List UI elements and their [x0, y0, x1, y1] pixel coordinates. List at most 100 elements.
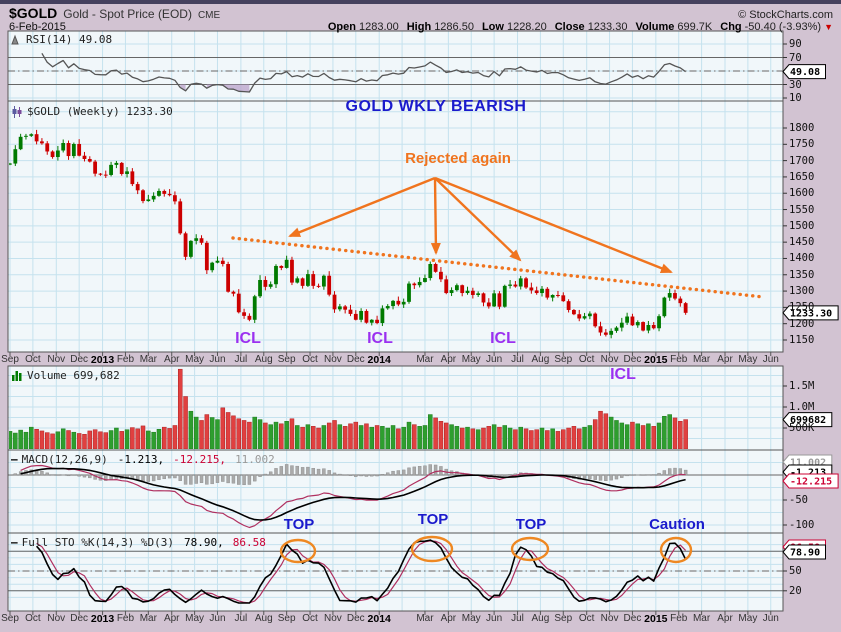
volume-panel-title: Volume 699,682: [11, 369, 120, 382]
month-label: Dec: [70, 354, 89, 365]
price-title-text: $GOLD (Weekly) 1233.30: [27, 105, 173, 118]
annotation-caution: Caution: [649, 516, 705, 533]
quote-label: Volume: [635, 21, 675, 33]
price-axis-label: 1750: [789, 138, 815, 151]
price-axis-label: 1650: [789, 170, 815, 183]
rsi-axis-label: 90: [789, 38, 802, 50]
rsi-plot: [41, 52, 686, 93]
symbol: $GOLD: [9, 5, 58, 21]
month-label: Dec: [70, 613, 89, 624]
month-label: Aug: [254, 354, 273, 365]
month-label: Oct: [25, 354, 41, 365]
month-label: Jul: [511, 354, 524, 365]
gridlines: [8, 101, 783, 352]
price-axis-label: 1800: [789, 122, 815, 134]
volume-axis-label: 1.5M: [789, 380, 815, 392]
quote-label: Chg: [720, 21, 742, 33]
month-label: Jul: [234, 354, 248, 365]
month-label: 2013: [90, 613, 115, 625]
volume-title-text: Volume 699,682: [27, 369, 120, 382]
rsi-axis-label: 70: [789, 51, 802, 64]
month-label: Feb: [116, 613, 135, 624]
quote-value: 1283.00: [358, 21, 399, 33]
month-label: Jun: [486, 613, 503, 624]
top-window-strip: [0, 0, 841, 4]
svg-text:-12.215: -12.215: [790, 477, 832, 488]
sto-k-value: 78.90,: [183, 536, 224, 549]
volume-axis-label: 500K: [789, 422, 815, 434]
volume-bars-icon: [11, 370, 23, 381]
price-axis-label: 1200: [789, 317, 815, 330]
macd-panel-title: — MACD(12,26,9) -1.213, -12.215, 11.002: [11, 453, 275, 466]
month-label: Mar: [692, 354, 711, 365]
downtrend-dotted-line: [231, 236, 765, 299]
month-label: Apr: [440, 354, 457, 365]
chart-date: 6-Feb-2015: [9, 21, 66, 33]
price-axis-label: 1700: [789, 154, 815, 167]
quote-value: 1228.20: [506, 21, 547, 33]
month-label: Jul: [511, 613, 524, 624]
month-label: Jun: [486, 354, 503, 365]
price-axis-label: 1500: [789, 219, 815, 232]
month-label: Dec: [623, 354, 642, 365]
annotation-gold-wkly-bearish: GOLD WKLY BEARISH: [345, 98, 527, 115]
month-label: Apr: [440, 613, 457, 624]
price-axis-label: 1550: [789, 203, 815, 216]
rsi-axis-label: 30: [789, 78, 802, 91]
quote-label: Close: [554, 21, 585, 33]
chart-header: $GOLD Gold - Spot Price (EOD) CME © Stoc…: [9, 5, 833, 33]
price-panel-title: $GOLD (Weekly) 1233.30: [11, 105, 173, 118]
month-label: Sep: [1, 354, 19, 365]
svg-text:78.90: 78.90: [790, 548, 820, 559]
rejection-arrow: [434, 176, 673, 274]
svg-text:699682: 699682: [790, 415, 826, 426]
quote-value: 1233.30: [587, 21, 628, 33]
quote-label: High: [406, 21, 432, 33]
month-label: 2015: [644, 613, 668, 625]
sto-peak-circle: [510, 536, 550, 562]
rejection-arrow: [288, 176, 436, 238]
quote-value: 699.7K: [677, 21, 713, 33]
month-label: Nov: [600, 613, 619, 624]
sto-axis-label: 20: [789, 584, 802, 597]
rsi-axis-label: 10: [789, 92, 802, 104]
value-boxes: 49.081233.3069968211.002-1.213-12.21586.…: [782, 64, 839, 560]
month-label: Feb: [116, 354, 135, 365]
volume-bars: [9, 368, 688, 449]
month-label: Sep: [554, 354, 573, 365]
quote-value: 1286.50: [434, 21, 474, 33]
annotation-icl-1: ICL: [235, 330, 261, 347]
month-label: Nov: [324, 354, 342, 365]
price-axis-label: 1600: [789, 187, 815, 200]
sto-panel-title: — Full STO %K(14,3) %D(3) 78.90, 86.58: [11, 536, 266, 549]
month-label: Nov: [600, 354, 619, 365]
sto-title-text: Full STO %K(14,3) %D(3): [21, 536, 174, 549]
month-label: Jul: [234, 613, 248, 624]
change-down-triangle-icon: ▼: [824, 22, 833, 32]
annotation-icl-2: ICL: [367, 330, 393, 347]
month-label: Dec: [346, 354, 365, 365]
sto-line-icon: —: [11, 536, 18, 549]
price-axis-label: 1300: [789, 285, 815, 298]
month-label: Jun: [209, 613, 226, 624]
exchange-label: CME: [197, 10, 221, 21]
month-label: Mar: [139, 354, 157, 365]
copyright: © StockCharts.com: [738, 9, 833, 21]
rsi-indicator-icon: [11, 34, 22, 45]
month-label: Apr: [717, 354, 733, 365]
quote-row: 6-Feb-2015 Open 1283.00 High 1286.50 Low 1228…: [9, 21, 833, 33]
svg-text:-1.213: -1.213: [790, 468, 826, 479]
sto-peak-circle: [279, 538, 317, 564]
month-label: May: [185, 613, 205, 624]
macd-axis-label: -50: [789, 494, 808, 506]
month-label: Nov: [47, 354, 66, 365]
month-label: Sep: [277, 613, 296, 624]
annotation-top-2: TOP: [417, 511, 449, 528]
candlestick-icon: [11, 105, 23, 118]
price-axis-label: 1450: [789, 236, 815, 249]
month-label: May: [461, 613, 481, 624]
volume-axis-label: 1.0M: [789, 401, 815, 413]
sto-axis-label: 50: [789, 565, 802, 577]
